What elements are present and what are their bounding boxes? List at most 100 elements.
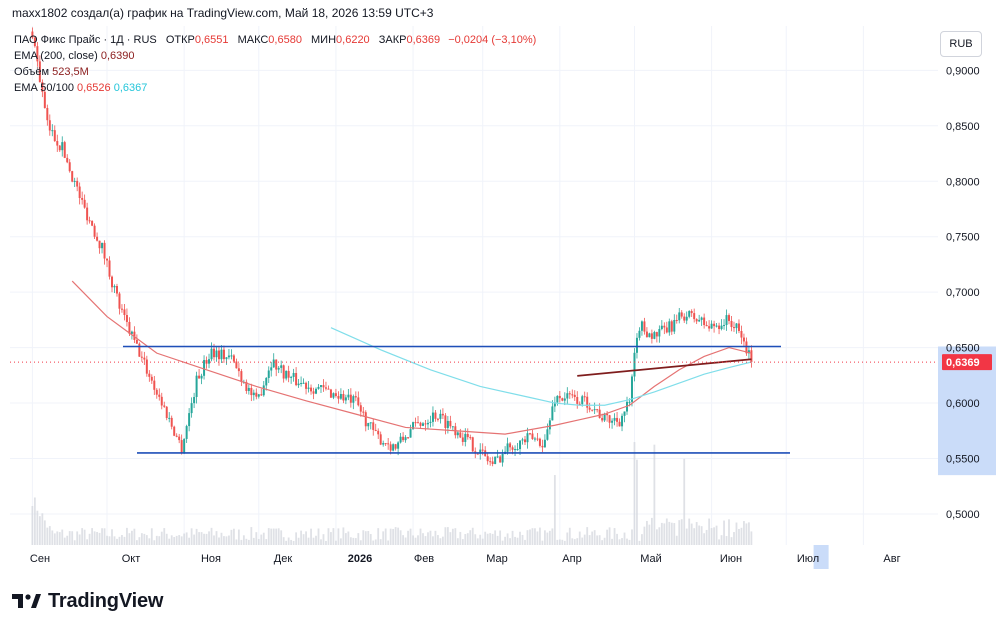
candle-body	[198, 375, 201, 379]
volume-bar	[379, 539, 382, 545]
volume-bar	[277, 528, 280, 545]
volume-bar	[364, 531, 367, 545]
candle-body	[421, 423, 424, 426]
volume-bar	[516, 537, 519, 545]
candle-body	[225, 357, 228, 360]
candle-body	[446, 420, 449, 428]
candle-body	[372, 422, 375, 430]
candle-body	[349, 394, 352, 403]
volume-bar	[397, 527, 400, 545]
candle-body	[685, 316, 688, 321]
candle-body	[247, 387, 250, 391]
time-tick-label: Ноя	[201, 553, 221, 565]
volume-bar	[372, 540, 375, 545]
volume-bar	[489, 533, 492, 545]
volume-bar	[449, 532, 452, 545]
volume-bar	[541, 540, 544, 545]
volume-bar	[220, 532, 223, 545]
candle-body	[285, 370, 288, 379]
volume-bar	[173, 537, 176, 545]
candle-body	[703, 317, 706, 326]
volume-bar	[544, 530, 546, 545]
volume-bar	[740, 527, 743, 545]
volume-bar	[335, 540, 337, 545]
candle-body	[232, 355, 235, 362]
ema-pair-label[interactable]: EMA 50/100	[14, 82, 74, 94]
candle-body	[533, 438, 536, 440]
candle-body	[466, 433, 469, 438]
candle-body	[213, 348, 216, 358]
volume-row[interactable]: Объём 523,5M	[14, 64, 536, 80]
volume-bar	[631, 529, 633, 545]
tradingview-wordmark: TradingView	[48, 589, 164, 612]
volume-bar	[641, 534, 643, 545]
candle-body	[270, 367, 273, 371]
volume-bar	[442, 536, 444, 545]
volume-bar	[203, 533, 205, 545]
volume-bar	[456, 538, 459, 545]
volume-label[interactable]: Объём	[14, 66, 50, 78]
candle-body	[369, 422, 372, 424]
candle-body	[160, 396, 163, 406]
candle-body	[295, 372, 298, 386]
candle-body	[506, 443, 509, 452]
candle-body	[379, 434, 382, 445]
volume-bar	[718, 539, 720, 545]
volume-bar	[325, 540, 327, 545]
candle-body	[436, 418, 439, 420]
volume-bar	[96, 531, 98, 545]
ema200-value: 0,6390	[100, 50, 135, 62]
volume-bar	[738, 528, 740, 545]
volume-bar	[315, 535, 317, 545]
chart-legend: ПАО Фикс Прайс · 1Д · RUS ОТКР0,6551 МАК…	[14, 32, 536, 96]
tradingview-logo[interactable]: TradingView	[12, 589, 163, 613]
volume-bar	[344, 533, 347, 545]
volume-bar	[623, 532, 626, 545]
candle-body	[130, 331, 133, 334]
candle-body	[374, 429, 377, 431]
candle-body	[566, 393, 569, 399]
candle-body	[91, 220, 94, 226]
volume-bar	[417, 535, 419, 545]
ema-pair-row[interactable]: EMA 50/100 0,6526 0,6367	[14, 80, 536, 96]
ema200-label[interactable]: EMA (200, close)	[14, 50, 98, 62]
candle-body	[658, 329, 661, 337]
volume-value: 523,5M	[52, 66, 89, 78]
price-tick-label: 0,8500	[946, 121, 980, 133]
time-tick-label: Окт	[122, 553, 141, 565]
volume-bar	[655, 529, 658, 545]
candle-body	[354, 396, 357, 398]
symbol-name[interactable]: ПАО Фикс Прайс · 1Д · RUS	[14, 34, 157, 46]
volume-bar	[198, 532, 200, 545]
volume-bar	[628, 539, 631, 545]
volume-bar	[464, 534, 467, 545]
volume-bar	[613, 528, 616, 545]
volume-bar	[422, 533, 424, 545]
volume-bar	[424, 536, 427, 545]
ema200-row[interactable]: EMA (200, close) 0,6390	[14, 48, 536, 64]
volume-bar	[255, 532, 258, 545]
candle-body	[608, 415, 611, 423]
currency-button[interactable]: RUB	[940, 31, 982, 57]
volume-bar	[539, 527, 541, 545]
candle-body	[135, 339, 138, 344]
ohlc-row[interactable]: ПАО Фикс Прайс · 1Д · RUS ОТКР0,6551 МАК…	[14, 32, 536, 48]
volume-bar	[616, 533, 618, 545]
candle-body	[203, 360, 206, 376]
candle-body	[471, 437, 474, 452]
candle-body	[747, 350, 750, 354]
candle-body	[215, 350, 218, 358]
candle-body	[111, 276, 114, 288]
volume-bar	[710, 528, 713, 545]
candle-body	[655, 332, 658, 337]
volume-bar	[429, 530, 432, 545]
volume-bar	[501, 540, 504, 545]
candle-body	[645, 331, 648, 338]
volume-bar	[399, 530, 402, 545]
candle-body	[660, 325, 663, 330]
candle-body	[387, 443, 390, 445]
volume-bar	[252, 537, 255, 545]
volume-bar	[131, 530, 133, 545]
volume-bar	[553, 475, 556, 545]
